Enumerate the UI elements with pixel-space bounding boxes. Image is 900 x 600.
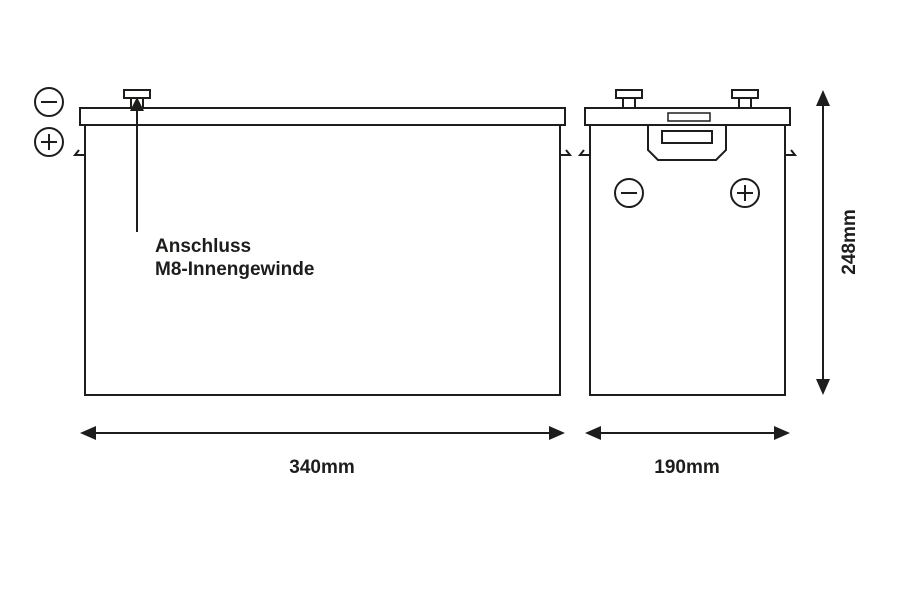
dim-height-label: 248mm [839,209,860,275]
front-view [580,90,795,395]
front-body [590,125,785,395]
front-lid [585,108,790,125]
battery-dimension-diagram: Anschluss M8-Innengewinde [0,0,900,600]
front-notch-right [785,150,795,155]
side-notch-right [560,150,570,155]
front-handle-slot [662,131,712,143]
front-notch-left [580,150,590,155]
front-lid-label [668,113,710,121]
dim-depth-190: 190mm [585,426,790,478]
front-plus-terminal [731,179,759,207]
front-terminal-left [616,90,642,108]
side-view [75,90,570,395]
terminal-callout-arrow [130,97,144,232]
annotation-line1: Anschluss [155,236,251,257]
side-notch-left [75,150,85,155]
front-minus-terminal [615,179,643,207]
polarity-indicators-left [35,88,63,156]
side-lid [80,108,565,125]
dim-height-248: 248mm [816,90,860,395]
annotation-line2: M8-Innengewinde [155,259,314,280]
dim-width-label: 340mm [289,457,355,478]
dim-width-340: 340mm [80,426,565,478]
front-terminal-right [732,90,758,108]
dim-depth-label: 190mm [654,457,720,478]
